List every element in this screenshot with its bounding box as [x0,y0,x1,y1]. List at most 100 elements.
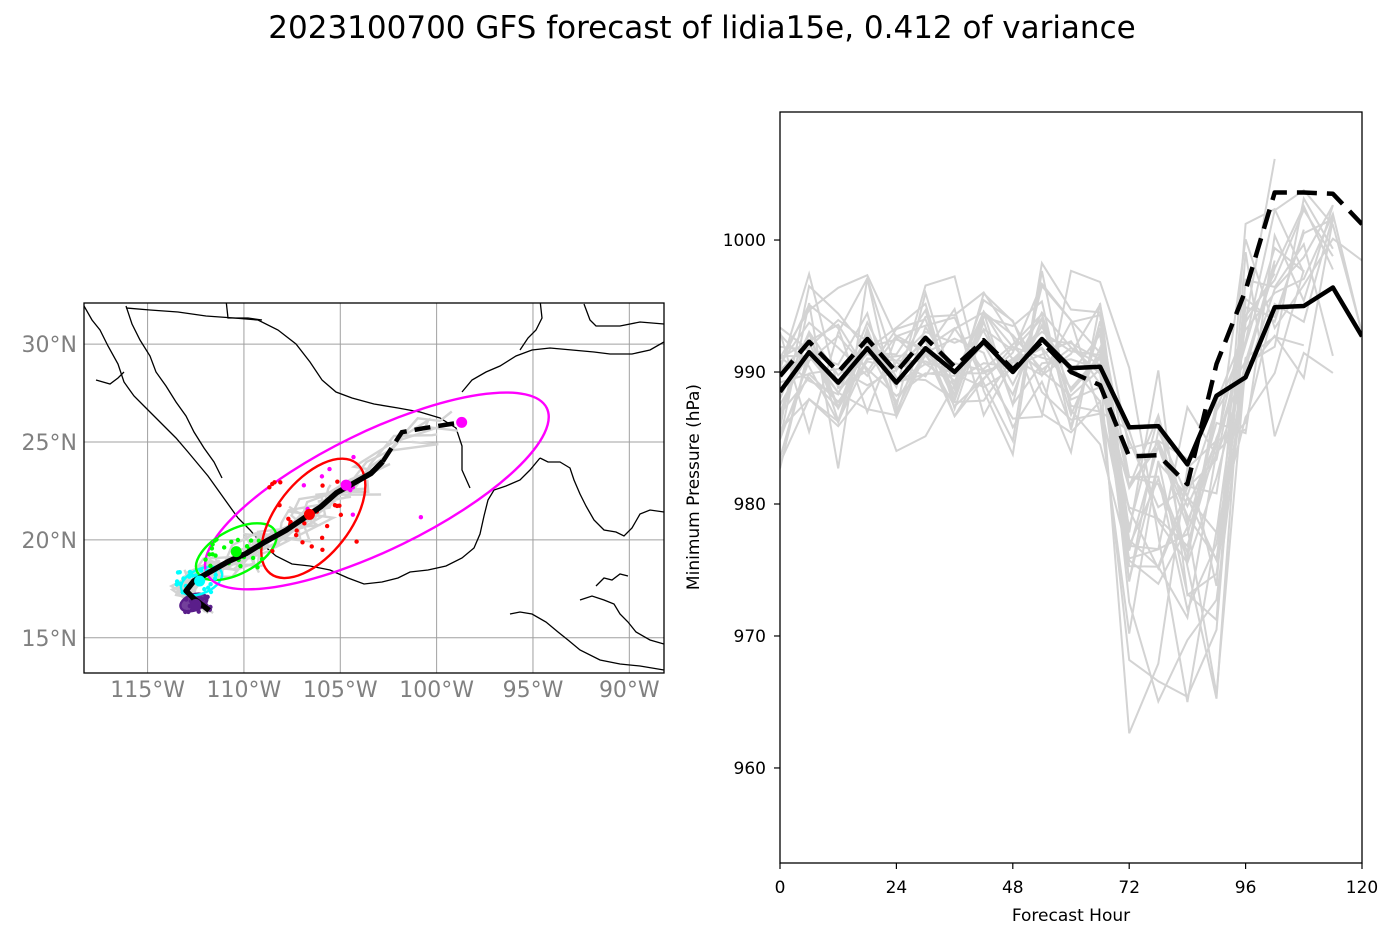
member-position [337,503,342,508]
map-y-tick-label: 15°N [22,627,77,652]
member-position [272,480,277,485]
member-position [210,542,215,547]
member-position [300,540,305,545]
member-position [208,589,214,595]
member-position [250,555,256,561]
map-y-tick-label: 30°N [22,333,77,358]
ellipse-centers [190,416,468,610]
ellipse-center-marker [194,575,206,587]
member-position [351,454,356,460]
mean-pressure-solid [780,285,1362,467]
ellipse-center-marker [340,479,352,491]
mean-track-dashed [380,420,463,463]
pressure-plot-area [780,112,1362,863]
member-position [324,523,330,529]
x-tick-label: 24 [886,878,908,898]
member-position [319,474,325,479]
member-position [301,483,307,488]
ellipse-center-marker [456,416,468,428]
member-position [202,587,207,592]
member-position [198,568,204,573]
member-position [208,563,213,569]
mean-pressure-dashed [780,190,1362,487]
ensemble-pressure-line [780,158,1276,582]
member-position [208,581,213,587]
member-position [183,597,188,602]
member-position [209,546,215,551]
track-map: 115°W 110°W 105°W 100°W 95°W 90°W 30°N 25°N 20°N… [22,302,665,703]
y-tick-label: 970 [734,627,766,647]
member-position [320,483,325,488]
ensemble-pressure-line [780,299,1305,613]
member-position [238,563,243,569]
member-position [221,545,227,550]
member-position [350,512,356,517]
member-position [309,544,314,549]
map-x-tick-label: 110°W [207,678,282,703]
member-position [196,609,201,614]
pressure-ticks: 0 24 48 72 96 120 960 970 980 990 1000 [723,231,1378,898]
ellipse-center-marker [190,598,202,610]
coastlines [84,303,664,671]
mean-pressure-lines [780,190,1362,487]
member-position [259,556,265,562]
x-tick-label: 0 [775,878,786,898]
map-x-tick-label: 100°W [399,678,474,703]
uncertainty-ellipse [260,457,367,580]
member-position [338,512,344,518]
member-position [244,543,250,549]
x-tick-label: 48 [1002,878,1024,898]
member-position [210,552,215,557]
uncertainty-ellipse [194,522,278,582]
member-position [248,538,254,543]
member-position [212,576,218,581]
member-position [190,573,195,578]
map-frame [83,302,665,674]
member-position [320,547,325,552]
map-y-tick-label: 25°N [22,431,77,456]
x-tick-label: 72 [1118,878,1140,898]
member-position [293,532,299,538]
y-tick-label: 960 [734,759,766,779]
member-position [278,480,283,485]
member-position [183,609,188,615]
member-position [175,570,181,575]
y-tick-label: 990 [734,363,766,383]
x-tick-label: 120 [1346,878,1378,898]
member-position [181,576,186,581]
map-background [84,303,664,673]
map-x-tick-label: 105°W [303,678,378,703]
member-position [418,515,424,520]
pressure-chart: 0 24 48 72 96 120 960 970 980 990 1000 Forecast Ho… [684,111,1378,926]
page-title: 2023100700 GFS forecast of lidia15e, 0.4… [268,10,1136,46]
member-position [294,528,299,533]
ensemble-pressure-line [780,260,1276,565]
member-position [186,609,191,615]
member-position [354,539,359,544]
ensemble-pressure-line [780,326,1247,705]
member-position [174,579,180,584]
member-position [213,572,218,578]
member-position [187,569,193,575]
ensemble-pressure-line [780,246,1305,548]
member-position [327,466,332,472]
member-position [277,503,282,508]
member-position [205,585,211,590]
map-tick-labels: 115°W 110°W 105°W 100°W 95°W 90°W 30°N 25°N 20°N… [22,333,660,703]
member-position [319,535,325,540]
member-position [229,539,234,545]
member-position [270,548,275,554]
map-y-tick-label: 20°N [22,529,77,554]
map-x-tick-label: 95°W [503,678,564,703]
member-position [212,538,217,543]
member-position [302,521,307,526]
ensemble-pressure-line [780,237,1362,525]
map-x-tick-label: 90°W [599,678,660,703]
member-position [235,537,241,543]
x-tick-label: 96 [1235,878,1257,898]
y-tick-label: 980 [734,495,766,515]
member-position [267,485,272,490]
ellipse-center-marker [230,546,242,558]
member-position [255,565,260,570]
